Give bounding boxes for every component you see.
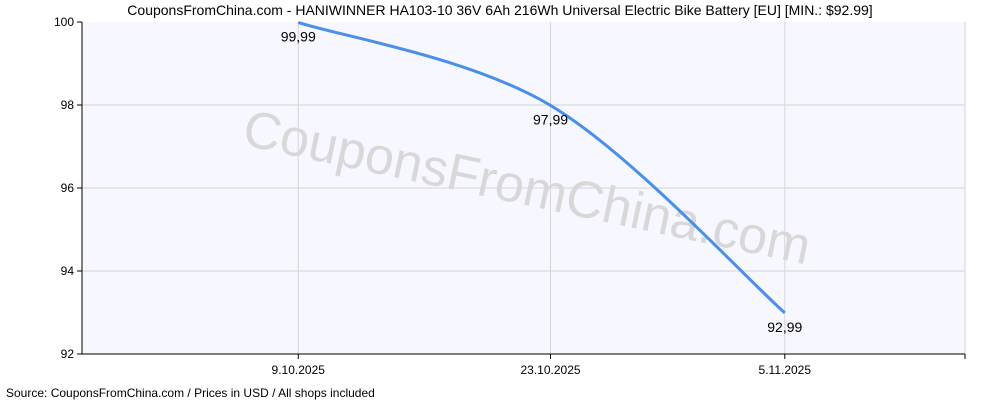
data-label: 99,99 (281, 28, 316, 44)
source-note: Source: CouponsFromChina.com / Prices in… (6, 386, 375, 400)
y-tick-label: 100 (54, 15, 74, 29)
price-line (297, 20, 786, 315)
y-tick-label: 92 (61, 347, 75, 361)
tick-labels: 92 94 96 98 100 9.10.2025 23.10.2025 5.11.2025 (54, 15, 811, 377)
grid-lines (82, 22, 966, 354)
data-label: 92,99 (767, 319, 802, 335)
x-tick-label: 5.11.2025 (759, 363, 812, 377)
y-tick-label: 96 (61, 181, 75, 195)
y-tick-label: 98 (61, 98, 75, 112)
chart-title: CouponsFromChina.com - HANIWINNER HA103-… (127, 2, 872, 18)
data-label: 97,99 (533, 111, 568, 127)
axes (77, 21, 966, 359)
x-tick-label: 9.10.2025 (272, 363, 326, 377)
x-tick-label: 23.10.2025 (520, 363, 580, 377)
y-tick-label: 94 (61, 264, 75, 278)
data-labels: 99,99 97,99 92,99 (281, 28, 803, 335)
